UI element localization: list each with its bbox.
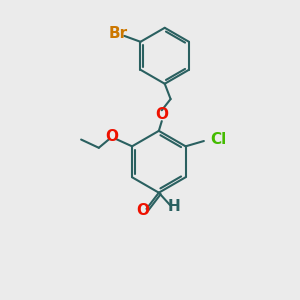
Text: H: H bbox=[168, 199, 181, 214]
Text: Cl: Cl bbox=[210, 132, 226, 147]
Text: Br: Br bbox=[108, 26, 128, 41]
Text: O: O bbox=[136, 203, 149, 218]
Text: O: O bbox=[105, 129, 118, 144]
Text: O: O bbox=[155, 107, 168, 122]
